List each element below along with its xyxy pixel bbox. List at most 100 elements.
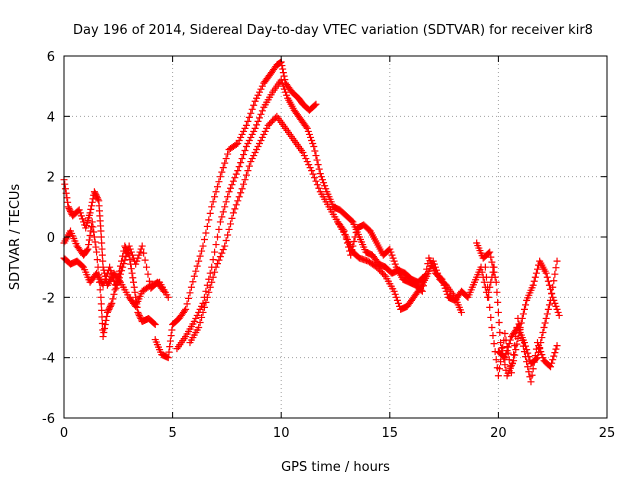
data-point — [551, 270, 559, 278]
data-point — [550, 352, 558, 360]
data-point — [504, 343, 512, 351]
data-point — [133, 257, 141, 265]
data-point — [510, 357, 518, 365]
data-point — [85, 236, 93, 244]
data-point — [67, 207, 75, 215]
data-point — [341, 231, 349, 239]
data-point — [203, 222, 211, 230]
data-point — [528, 371, 536, 379]
data-point — [388, 251, 396, 259]
data-point — [86, 209, 94, 217]
data-point — [494, 298, 502, 306]
data-point — [350, 238, 358, 246]
data-point — [93, 256, 101, 264]
data-point — [127, 265, 135, 273]
data-point — [542, 314, 550, 322]
data-point — [106, 302, 114, 310]
data-point — [101, 325, 109, 333]
data-point — [61, 185, 69, 193]
data-point — [199, 242, 207, 250]
data-point — [279, 82, 287, 90]
data-point — [478, 268, 486, 276]
data-point — [196, 318, 204, 326]
data-point — [544, 305, 552, 313]
data-point — [502, 350, 510, 358]
data-point — [257, 85, 265, 93]
y-tick-label: -2 — [42, 291, 55, 306]
data-point — [493, 288, 501, 296]
data-point — [263, 124, 271, 132]
data-point — [533, 265, 541, 273]
data-point — [229, 177, 237, 185]
data-point — [242, 143, 250, 150]
data-point — [123, 249, 131, 257]
data-point — [440, 281, 448, 289]
y-tick-label: 2 — [47, 171, 55, 186]
data-point — [211, 248, 219, 256]
data-point — [168, 326, 176, 334]
data-point — [103, 308, 111, 316]
data-point — [549, 283, 557, 291]
series-track — [60, 218, 159, 341]
data-point — [227, 220, 235, 228]
data-point — [189, 278, 197, 286]
data-point — [193, 262, 201, 270]
data-point — [553, 342, 561, 350]
data-point — [340, 227, 348, 235]
data-point — [99, 257, 107, 265]
data-point — [232, 140, 240, 148]
data-point — [97, 233, 105, 241]
data-point — [386, 245, 394, 253]
data-point — [248, 155, 256, 163]
data-point — [164, 354, 172, 362]
data-point — [251, 124, 259, 132]
data-point — [422, 271, 430, 279]
data-point — [78, 262, 86, 270]
data-point — [417, 286, 425, 294]
data-point — [550, 277, 558, 285]
data-point — [125, 242, 133, 250]
data-point — [93, 192, 101, 200]
data-point — [484, 283, 492, 291]
data-point — [529, 365, 537, 373]
data-point — [306, 164, 314, 172]
data-point — [228, 214, 236, 222]
data-point — [241, 124, 249, 132]
data-point — [247, 158, 255, 166]
data-point — [166, 337, 174, 345]
data-point — [389, 254, 397, 262]
data-point — [352, 228, 360, 236]
data-point — [66, 206, 74, 214]
data-point — [299, 149, 307, 157]
data-point — [206, 269, 214, 277]
data-point — [119, 263, 127, 271]
data-point — [316, 170, 324, 178]
data-point — [480, 278, 488, 286]
data-point — [501, 354, 509, 362]
data-point — [205, 216, 213, 224]
data-point — [77, 212, 85, 220]
data-point — [322, 185, 330, 193]
data-point — [527, 378, 535, 386]
data-point — [199, 308, 207, 316]
data-point — [75, 206, 83, 214]
data-point — [253, 146, 261, 154]
x-tick-label: 5 — [168, 426, 176, 441]
data-point — [442, 287, 450, 295]
data-point — [208, 278, 216, 286]
data-point — [131, 288, 139, 296]
data-point — [78, 215, 86, 223]
data-point — [311, 174, 319, 182]
data-point — [486, 303, 494, 311]
data-point — [145, 277, 153, 285]
data-point — [342, 235, 350, 243]
data-point — [137, 245, 145, 253]
data-point — [92, 191, 100, 199]
data-point — [141, 256, 149, 264]
data-point — [109, 295, 117, 303]
series-track — [494, 257, 561, 368]
data-point — [522, 301, 530, 309]
data-point — [221, 159, 229, 167]
data-point — [250, 101, 258, 109]
data-point — [248, 130, 256, 138]
